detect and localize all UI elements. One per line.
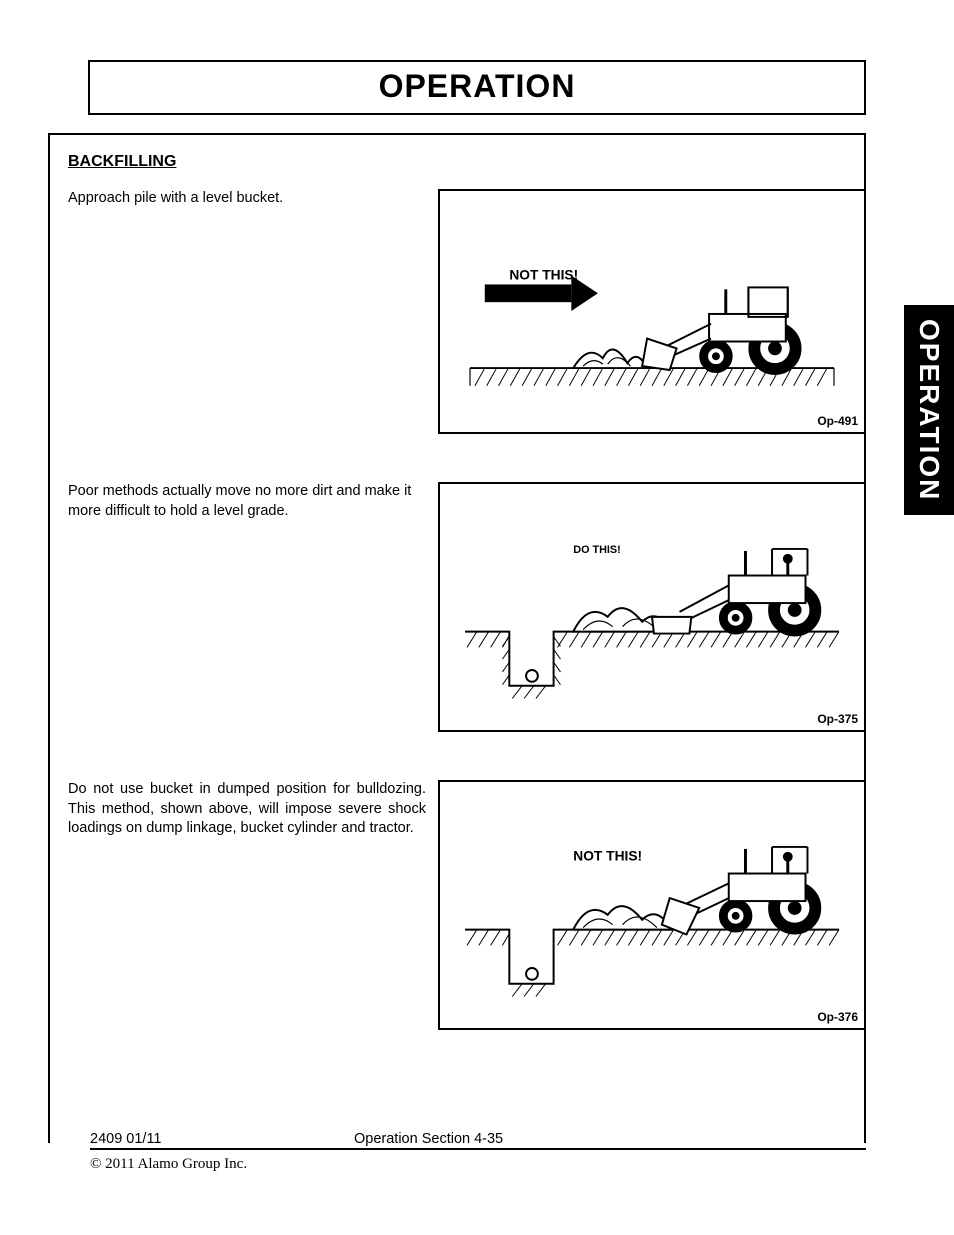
figure-label-3: NOT THIS! (573, 849, 642, 864)
figure-op-375: DO THIS! (438, 482, 866, 732)
figure-caption-2: Op-375 (817, 712, 858, 726)
header-box: OPERATION (88, 60, 866, 115)
figure-label-1: NOT THIS! (509, 268, 578, 283)
text-block-3: Do not use bucket in dumped position for… (68, 780, 438, 839)
section-title: BACKFILLING (68, 153, 864, 171)
row-2: Poor methods actually move no more dirt … (68, 482, 864, 732)
text-block-1: Approach pile with a level bucket. (68, 189, 438, 209)
row-3: Do not use bucket in dumped position for… (68, 780, 864, 1030)
figure-svg-1: NOT THIS! (440, 191, 864, 432)
figure-col-2: DO THIS! (438, 482, 866, 732)
footer-left: 2409 01/11 (90, 1131, 330, 1147)
footer-copyright: © 2011 Alamo Group Inc. (90, 1148, 866, 1173)
figure-svg-2: DO THIS! (440, 484, 864, 730)
figure-caption-3: Op-376 (817, 1010, 858, 1024)
page: OPERATION OPERATION BACKFILLING Approach… (0, 0, 954, 1235)
figure-col-3: NOT THIS! (438, 780, 866, 1030)
row-1: Approach pile with a level bucket. NOT T… (68, 189, 864, 434)
figure-svg-3: NOT THIS! (440, 782, 864, 1028)
page-title: OPERATION (90, 68, 864, 105)
side-tab: OPERATION (904, 305, 954, 515)
figure-col-1: NOT THIS! (438, 189, 866, 434)
footer-center: Operation Section 4-35 (330, 1131, 866, 1147)
footer-top: 2409 01/11 Operation Section 4-35 (90, 1131, 866, 1147)
figure-label-2: DO THIS! (573, 544, 620, 556)
content-box: BACKFILLING Approach pile with a level b… (48, 133, 866, 1143)
text-block-2: Poor methods actually move no more dirt … (68, 482, 438, 521)
figure-caption-1: Op-491 (817, 414, 858, 428)
figure-op-376: NOT THIS! (438, 780, 866, 1030)
figure-op-491: NOT THIS! (438, 189, 866, 434)
